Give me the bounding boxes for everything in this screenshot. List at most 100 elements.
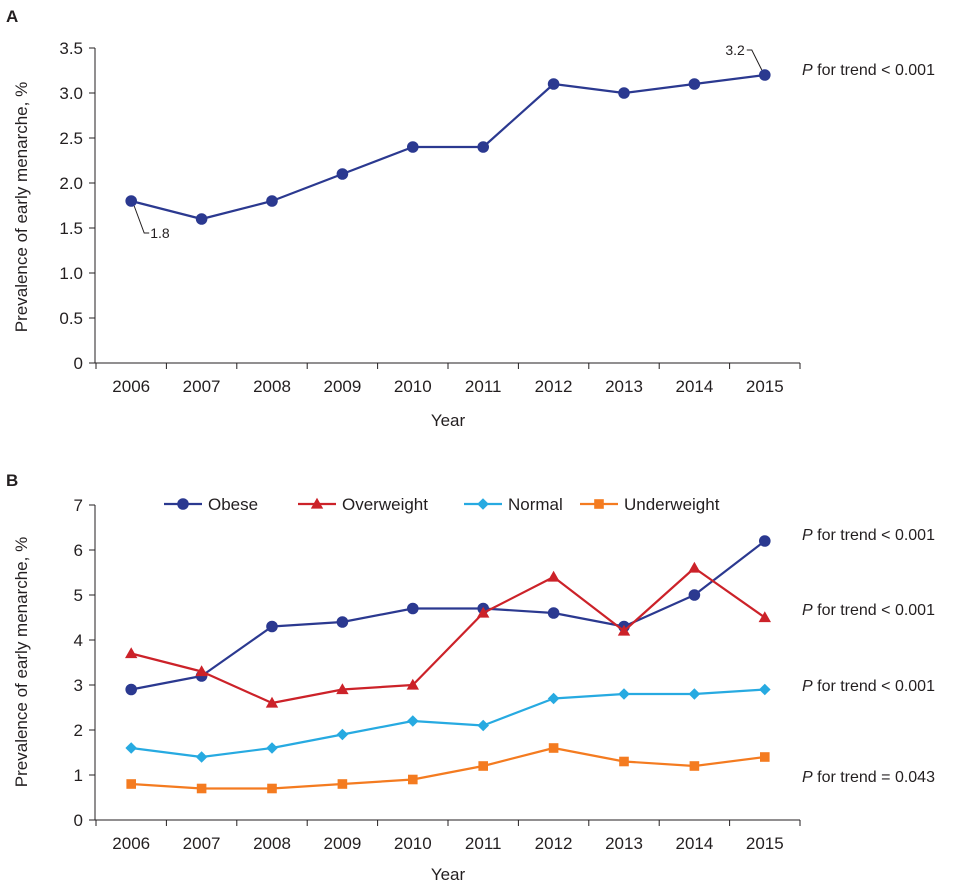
data-point (196, 783, 207, 794)
p-trend-text: for trend < 0.001 (813, 678, 935, 695)
data-point (688, 688, 701, 700)
data-point (759, 69, 771, 81)
data-point (478, 761, 488, 771)
x-tick-label: 2012 (535, 834, 573, 853)
panel-b-x-axis-title: Year (431, 865, 466, 884)
p-symbol: P (802, 769, 813, 786)
data-point (547, 570, 560, 582)
legend-item-underweight: Underweight (580, 495, 720, 514)
p-symbol: P (802, 62, 813, 79)
y-tick-label: 5 (74, 586, 83, 605)
p-trend-text: for trend = 0.043 (813, 769, 935, 786)
data-point (618, 87, 630, 99)
data-point (265, 696, 279, 708)
data-point (126, 779, 136, 789)
y-tick-label: 1.0 (59, 264, 83, 283)
x-tick-label: 2006 (112, 834, 150, 853)
p-symbol: P (802, 527, 813, 544)
series-line (130, 566, 766, 705)
series-obese (125, 535, 771, 696)
y-tick-label: 0.5 (59, 309, 83, 328)
legend-item-overweight: Overweight (298, 495, 428, 514)
x-tick-label: 2015 (746, 377, 784, 396)
panel-b-y-axis-title: Prevalence of early menarche, % (12, 537, 31, 787)
series-line (130, 73, 765, 221)
series-line (130, 540, 766, 691)
p-trend-annotation: P for trend < 0.001 (802, 62, 935, 79)
x-tick-label: 2007 (183, 377, 221, 396)
data-label-leader (746, 49, 763, 71)
panel-a: A 0 0.5 1.0 1.5 2.0 2.5 3.0 3.5 2006 2007 2008 2009… (6, 7, 935, 430)
data-point (547, 607, 560, 619)
x-tick-label: 2012 (535, 377, 573, 396)
p-trend-text: for trend < 0.001 (813, 62, 935, 79)
p-trend-annotation: P for trend < 0.001 (802, 527, 935, 544)
legend-label: Overweight (342, 495, 428, 514)
y-tick-label: 3.5 (59, 39, 83, 58)
data-point (266, 742, 278, 754)
x-tick-label: 2010 (394, 834, 432, 853)
p-trend-text: for trend < 0.001 (813, 602, 935, 619)
data-point (336, 168, 349, 180)
legend-marker (594, 499, 604, 509)
legend-label: Underweight (624, 495, 720, 514)
data-point (477, 141, 490, 153)
data-point (195, 751, 208, 763)
panel-b: B 0 1 2 3 4 5 6 7 2006 2007 2008 2009 2010 2011 2012 20… (6, 471, 935, 884)
x-tick-label: 2013 (605, 834, 643, 853)
p-trend-annotation: P for trend = 0.043 (802, 769, 935, 786)
data-point (688, 561, 701, 573)
y-tick-label: 3 (74, 676, 83, 695)
p-symbol: P (802, 602, 813, 619)
panel-a-letter: A (6, 7, 18, 26)
data-point (407, 141, 419, 153)
data-point (477, 719, 489, 732)
data-point (125, 647, 138, 659)
data-point (618, 688, 630, 700)
data-point (477, 606, 490, 618)
x-tick-label: 2009 (323, 377, 361, 396)
y-tick-label: 0 (74, 354, 83, 373)
data-point (407, 715, 419, 727)
data-point (689, 761, 700, 771)
series-underweight (126, 743, 770, 794)
y-tick-label: 1 (74, 766, 83, 785)
data-point (267, 783, 277, 794)
panel-b-letter: B (6, 471, 18, 490)
data-label: 3.2 (725, 42, 745, 58)
y-tick-label: 1.5 (59, 219, 83, 238)
p-trend-text: for trend < 0.001 (813, 527, 935, 544)
x-tick-label: 2010 (394, 377, 432, 396)
data-point (548, 743, 559, 753)
series-overweight (125, 561, 771, 708)
data-point (759, 683, 771, 696)
data-point (758, 611, 771, 623)
y-tick-label: 2.0 (59, 174, 83, 193)
series-0 (125, 69, 771, 225)
data-label: 1.8 (150, 225, 170, 241)
panel-a-y-axis-title: Prevalence of early menarche, % (12, 82, 31, 332)
legend-label: Obese (208, 495, 258, 514)
p-trend-annotation: P for trend < 0.001 (802, 678, 935, 695)
x-tick-label: 2014 (675, 834, 713, 853)
panel-a-plot: 0 0.5 1.0 1.5 2.0 2.5 3.0 3.5 2006 2007 2008 2009 20… (59, 39, 935, 396)
series-line (131, 746, 765, 790)
x-tick-label: 2011 (465, 377, 502, 396)
data-point (617, 624, 631, 636)
y-tick-label: 4 (74, 631, 83, 650)
data-point (195, 213, 208, 225)
data-point (337, 779, 348, 789)
data-point (759, 535, 771, 547)
x-tick-label: 2006 (112, 377, 150, 396)
y-tick-label: 6 (74, 541, 83, 560)
data-point (406, 678, 419, 690)
x-tick-label: 2008 (253, 834, 291, 853)
y-tick-label: 2 (74, 721, 83, 740)
x-tick-label: 2013 (605, 377, 643, 396)
data-point (266, 620, 278, 633)
data-point (336, 728, 349, 741)
y-tick-label: 7 (74, 496, 83, 515)
data-point (266, 195, 278, 207)
x-tick-label: 2015 (746, 834, 784, 853)
